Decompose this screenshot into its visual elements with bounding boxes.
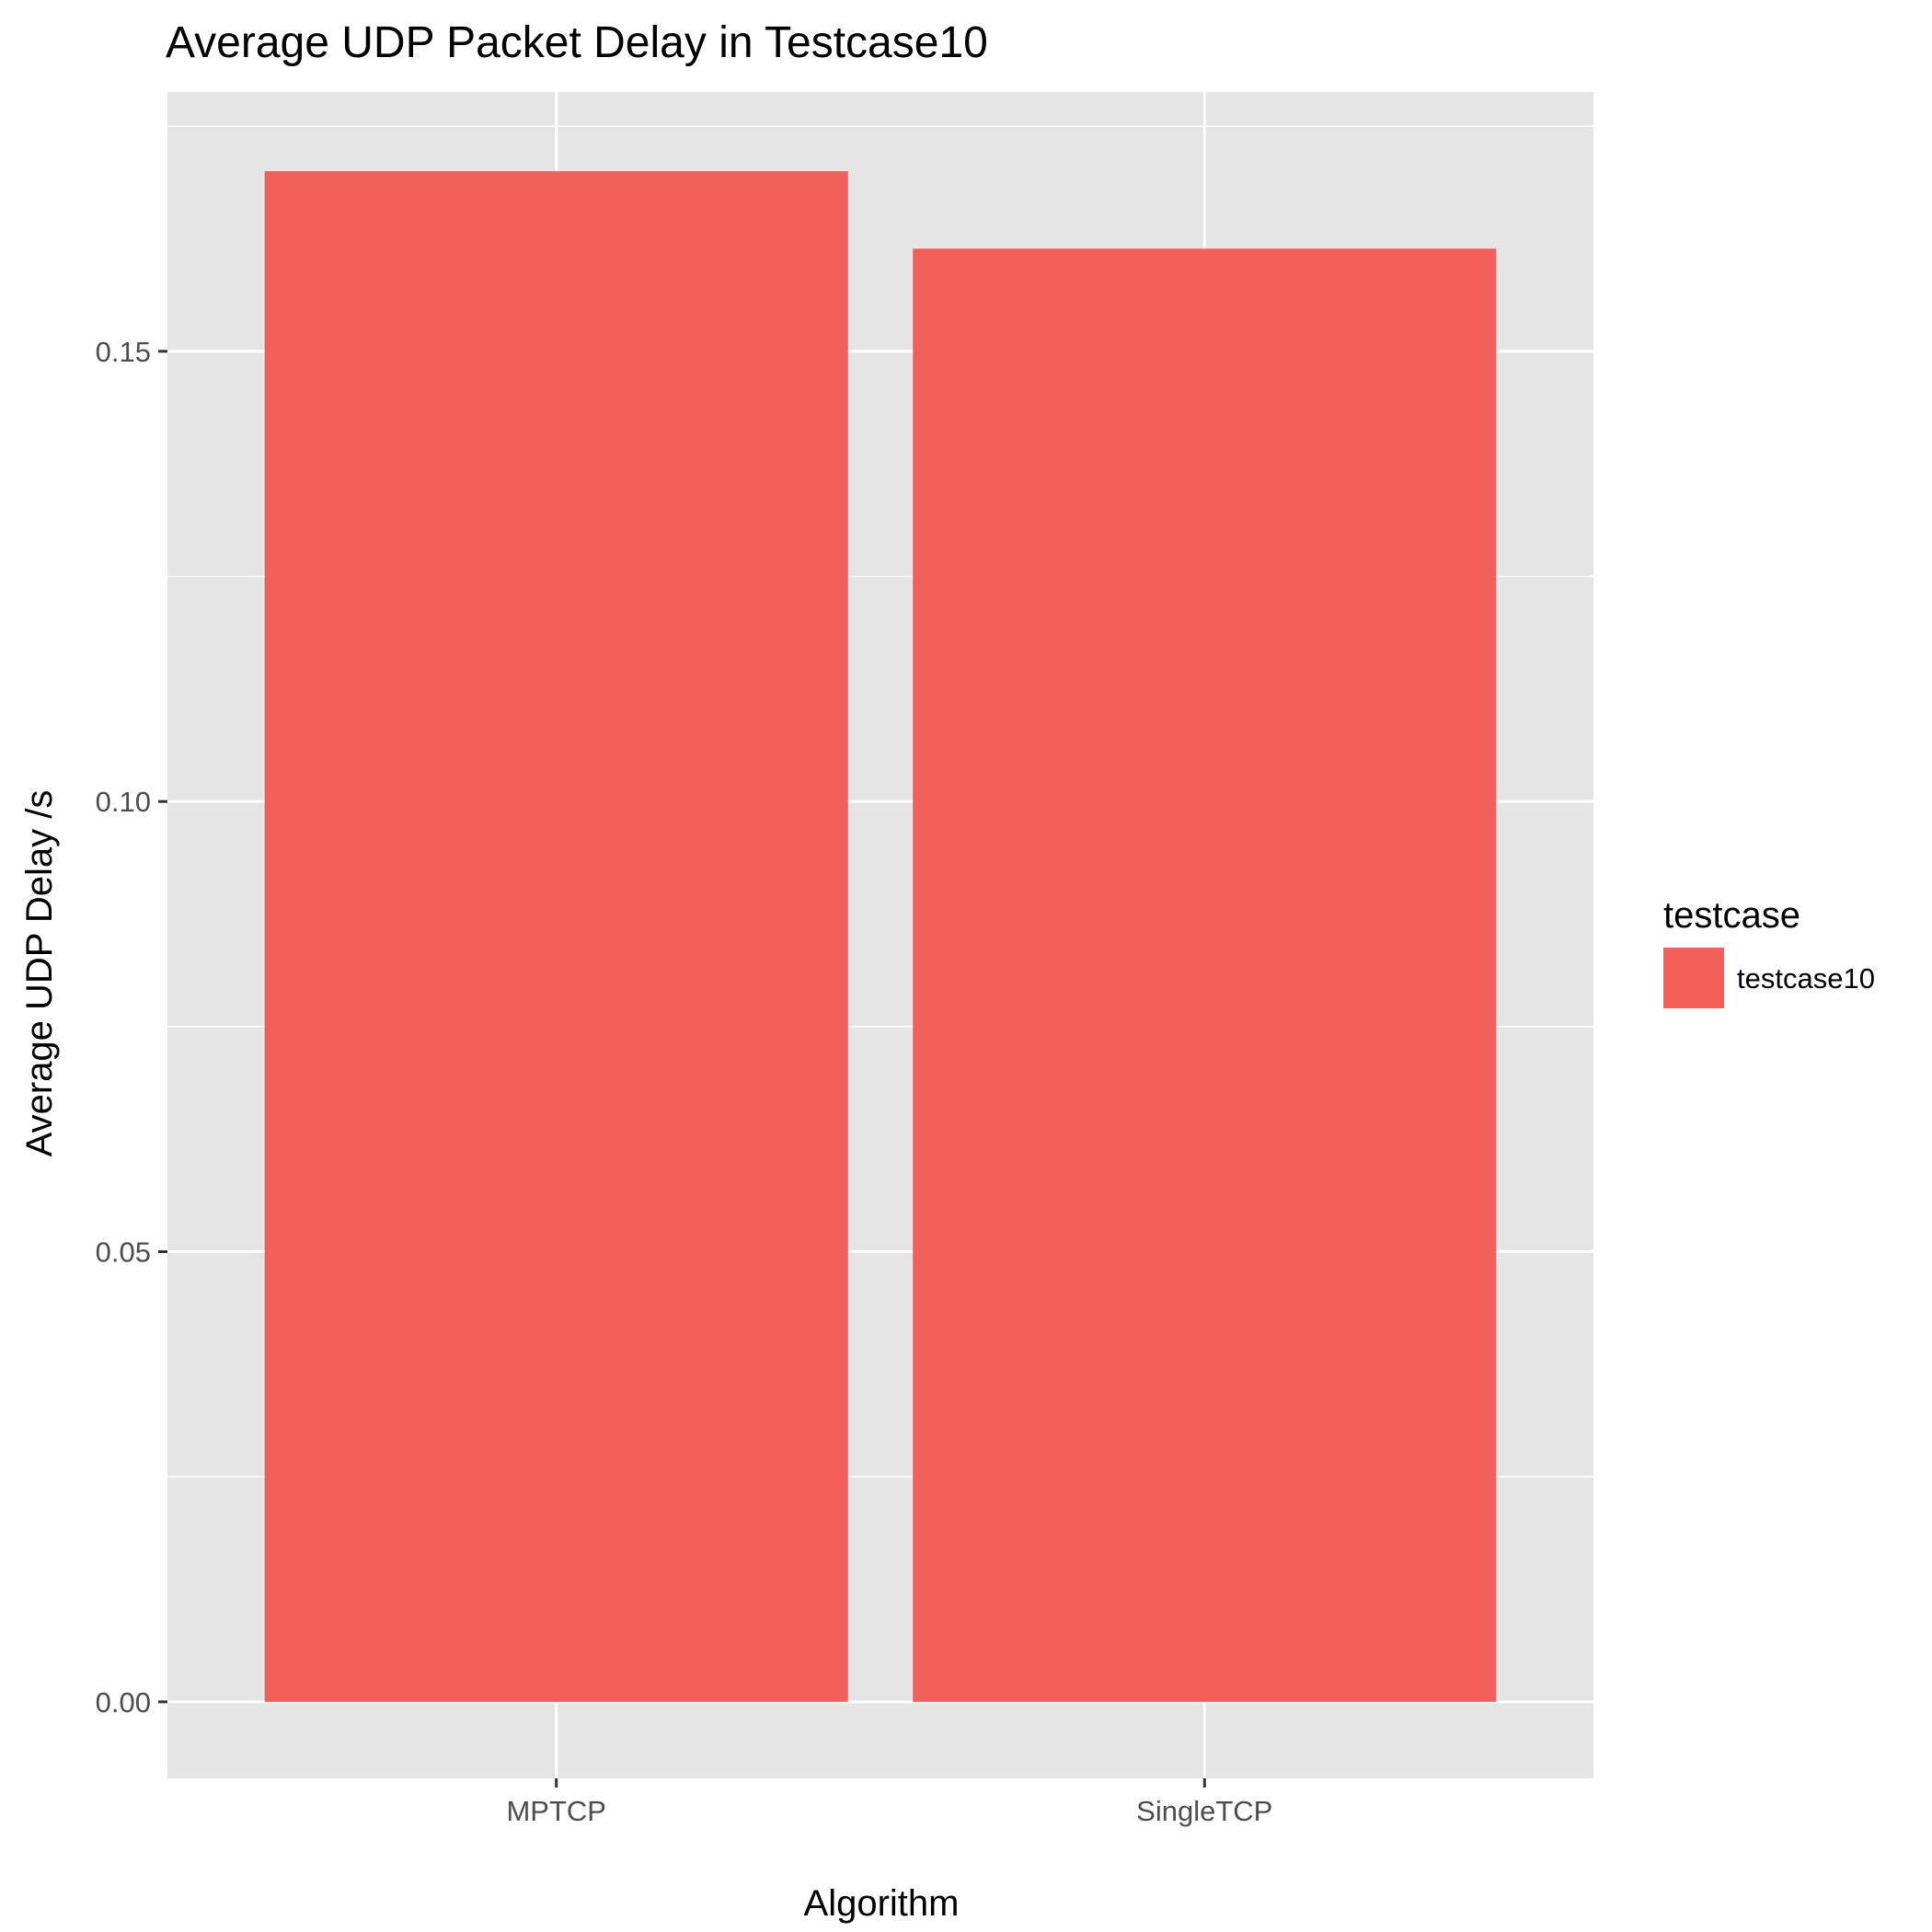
legend-title: testcase bbox=[1663, 895, 1800, 936]
y-tick-label: 0.15 bbox=[96, 336, 151, 368]
y-tick-label: 0.05 bbox=[96, 1236, 151, 1268]
plot-panel bbox=[167, 92, 1593, 1778]
bar-singletcp bbox=[913, 248, 1497, 1702]
chart-title: Average UDP Packet Delay in Testcase10 bbox=[166, 18, 988, 67]
x-tick-label-singletcp: SingleTCP bbox=[1136, 1795, 1272, 1827]
y-axis-title: Average UDP Delay /s bbox=[19, 790, 60, 1157]
x-tick-label-mptcp: MPTCP bbox=[506, 1795, 606, 1827]
legend-label-testcase10: testcase10 bbox=[1737, 962, 1875, 995]
x-axis: MPTCP SingleTCP bbox=[506, 1778, 1272, 1827]
y-tick-label: 0.00 bbox=[96, 1686, 151, 1719]
legend-key-testcase10 bbox=[1663, 948, 1724, 1008]
y-axis: 0.00 0.05 0.10 0.15 bbox=[96, 336, 167, 1719]
legend: testcase testcase10 bbox=[1663, 895, 1875, 1008]
bar-mptcp bbox=[264, 171, 848, 1702]
x-axis-title: Algorithm bbox=[804, 1883, 960, 1924]
y-tick-label: 0.10 bbox=[96, 786, 151, 818]
